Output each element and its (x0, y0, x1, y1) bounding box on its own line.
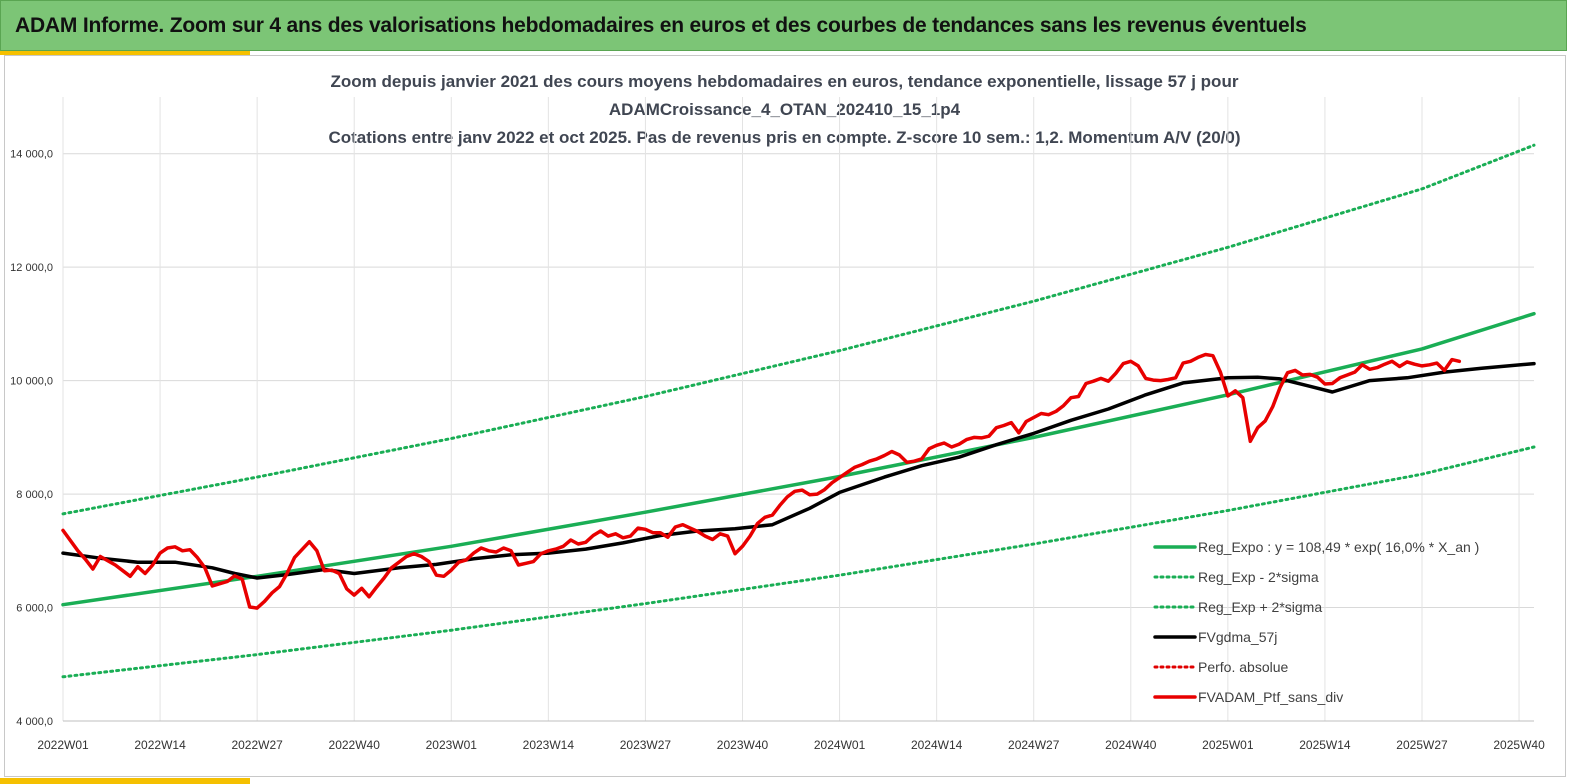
legend-label: Reg_Exp + 2*sigma (1198, 599, 1322, 615)
chart-title-line-2: ADAMCroissance_4_OTAN_202410_15_1p4 (608, 100, 961, 119)
series-line-1 (61, 445, 1536, 679)
chart-frame (4, 55, 1566, 777)
legend-label: FVgdma_57j (1198, 629, 1277, 645)
axes: 4 000,0 6 000,0 8 000,0 10 000,0 12 000,0 14 … (10, 149, 1545, 752)
legend-label: Reg_Exp - 2*sigma (1198, 569, 1319, 585)
x-tick-label: 2025W40 (1493, 738, 1545, 752)
x-tick-label: 2025W14 (1299, 738, 1351, 752)
accent-bar-bottom (0, 778, 250, 784)
series-line-5 (61, 352, 1462, 610)
legend: Reg_Expo : y = 108,49 * exp( 16,0% * X_a… (1153, 539, 1479, 705)
chart-title-line-3: Cotations entre janv 2022 et oct 2025. P… (328, 128, 1241, 147)
x-tick-label: 2023W01 (426, 738, 478, 752)
x-tick-label: 2022W01 (37, 738, 89, 752)
y-tick-label: 6 000,0 (16, 603, 53, 615)
y-tick-label: 4 000,0 (16, 716, 53, 728)
y-tick-label: 8 000,0 (16, 489, 53, 501)
y-tick-label: 14 000,0 (10, 149, 53, 161)
x-tick-label: 2024W40 (1105, 738, 1157, 752)
y-tick-label: 10 000,0 (10, 376, 53, 388)
grid (62, 97, 1534, 722)
series-layer (61, 143, 1536, 679)
x-tick-label: 2023W40 (717, 738, 769, 752)
x-tick-label: 2024W01 (814, 738, 866, 752)
x-tick-label: 2025W01 (1202, 738, 1254, 752)
x-tick-label: 2022W40 (329, 738, 381, 752)
y-tick-label: 12 000,0 (10, 262, 53, 274)
page-title: ADAM Informe. Zoom sur 4 ans des valoris… (15, 14, 1307, 37)
x-tick-label: 2023W14 (523, 738, 575, 752)
accent-bar-top (0, 51, 250, 55)
x-tick-label: 2022W14 (134, 738, 186, 752)
chart-title-line-1: Zoom depuis janvier 2021 des cours moyen… (330, 72, 1239, 91)
legend-label: Perfo. absolue (1198, 659, 1288, 675)
series-line-2 (61, 143, 1536, 516)
header-banner: ADAM Informe. Zoom sur 4 ans des valoris… (0, 0, 1567, 51)
series-line-0 (61, 311, 1536, 607)
legend-label: Reg_Expo : y = 108,49 * exp( 16,0% * X_a… (1198, 539, 1479, 555)
legend-label: FVADAM_Ptf_sans_div (1198, 689, 1343, 705)
x-tick-label: 2024W27 (1008, 738, 1060, 752)
x-tick-label: 2025W27 (1396, 738, 1448, 752)
x-tick-label: 2024W14 (911, 738, 963, 752)
x-tick-label: 2023W27 (620, 738, 672, 752)
x-tick-label: 2022W27 (231, 738, 283, 752)
